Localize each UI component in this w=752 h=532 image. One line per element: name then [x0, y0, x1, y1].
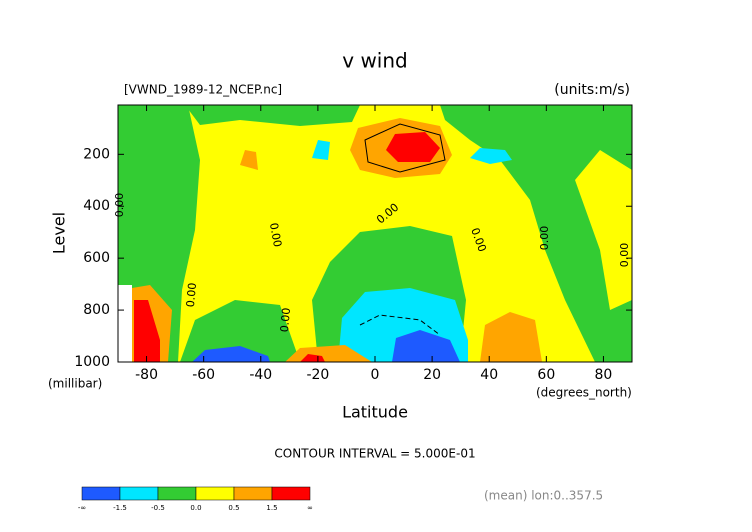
x-tick-label: -20 — [306, 367, 329, 383]
contour-label: 0.00 — [184, 282, 199, 308]
y-tick-label: 200 — [83, 146, 110, 162]
contour-label: 0.00 — [267, 222, 284, 248]
colorbar-label: 1.5 — [266, 504, 277, 512]
contour-region — [185, 105, 360, 126]
contour-field — [118, 105, 632, 362]
contour-region — [300, 354, 325, 362]
contour-label: 0.00 — [278, 307, 293, 333]
y-axis-units: (millibar) — [48, 377, 102, 391]
contour-region — [575, 150, 632, 310]
contour-region — [312, 140, 330, 160]
x-axis-units: (degrees_north) — [536, 386, 632, 400]
contour-label: 0.00 — [538, 226, 551, 251]
contour-line — [359, 314, 441, 336]
colorbar-swatch — [81, 486, 121, 501]
colorbar-label: 0.5 — [228, 504, 239, 512]
x-tick-label: 40 — [480, 367, 498, 383]
colorbar-swatch — [157, 486, 197, 501]
colorbar-label: -∞ — [78, 504, 86, 512]
contour-region — [480, 312, 542, 362]
x-tick-label: -80 — [135, 367, 158, 383]
x-tick-label: -60 — [192, 367, 215, 383]
x-axis-label: Latitude — [342, 403, 408, 422]
y-tick-label: 800 — [83, 302, 110, 318]
x-tick-label: 20 — [423, 367, 441, 383]
colorbar-swatch — [195, 486, 235, 501]
y-tick-label: 600 — [83, 250, 110, 266]
contour-region — [134, 300, 160, 362]
colorbar-label: 0.0 — [190, 504, 201, 512]
contour-label: 0.00 — [618, 243, 631, 268]
missing-region — [118, 285, 132, 362]
x-tick-label: 0 — [371, 367, 380, 383]
colorbar-label: ∞ — [307, 504, 313, 512]
contour-region — [240, 150, 258, 170]
contour-label: 0.00 — [113, 193, 126, 218]
contour-region — [192, 346, 270, 362]
colorbar-label: -0.5 — [151, 504, 165, 512]
chart-title: v wind — [342, 49, 407, 73]
contour-region — [470, 148, 512, 164]
contour-region — [392, 330, 460, 362]
units-label: (units:m/s) — [554, 82, 630, 98]
footnote: (mean) lon:0..357.5 — [484, 489, 603, 503]
y-tick-label: 400 — [83, 198, 110, 214]
contour-interval: CONTOUR INTERVAL = 5.000E-01 — [274, 447, 475, 461]
colorbar-swatch — [271, 486, 311, 501]
x-tick-label: 60 — [537, 367, 555, 383]
colorbar-swatch — [119, 486, 159, 501]
y-axis-label: Level — [50, 212, 69, 254]
colorbar-swatch — [233, 486, 273, 501]
contour-labels: 0.00 0.00 0.00 0.00 0.00 0.00 0.00 0.00 — [113, 193, 631, 333]
contour-line — [364, 123, 446, 173]
colorbar-label: -1.5 — [113, 504, 127, 512]
file-label: [VWND_1989-12_NCEP.nc] — [124, 83, 282, 97]
y-tick-label: 1000 — [74, 354, 110, 370]
contour-region — [386, 132, 440, 162]
contour-region — [180, 300, 300, 362]
x-tick-label: 80 — [595, 367, 613, 383]
x-tick-label: -40 — [249, 367, 272, 383]
